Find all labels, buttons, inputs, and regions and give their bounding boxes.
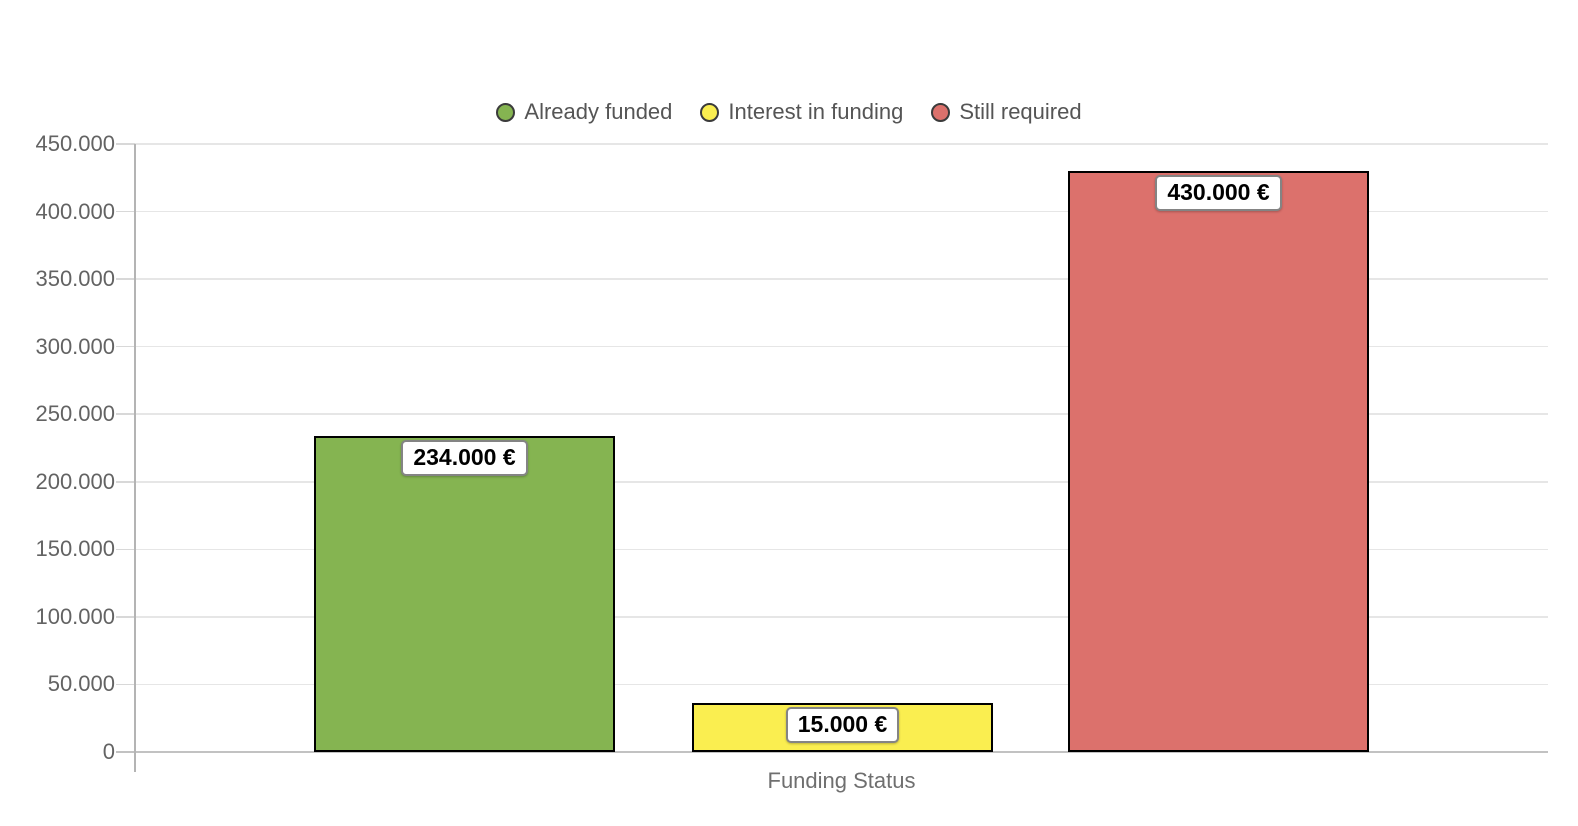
y-tick-label: 450.000 [35, 131, 115, 156]
y-tick-label: 50.000 [47, 671, 115, 697]
bar-still-required[interactable] [1068, 171, 1369, 752]
y-tick-label: 0 [102, 739, 115, 764]
gridline [135, 210, 1548, 213]
y-tick-mark [116, 143, 135, 145]
y-tick-label: 100.000 [35, 603, 115, 629]
legend-item-already-funded[interactable]: Already funded [496, 99, 672, 125]
y-tick-mark [116, 345, 135, 348]
y-axis-line [134, 144, 136, 772]
legend-item-label: Already funded [524, 99, 673, 124]
gridline [135, 683, 1548, 686]
gridline [135, 616, 1548, 618]
y-tick-mark [116, 413, 135, 415]
legend-marker-icon [931, 102, 951, 122]
y-tick-label: 300.000 [35, 333, 115, 359]
bar-interest-in-funding[interactable] [692, 703, 993, 752]
y-tick-label: 250.000 [35, 401, 115, 427]
y-tick-mark [116, 751, 135, 753]
y-tick-label: 400.000 [35, 198, 115, 224]
legend: Already funded Interest in funding Still r… [0, 99, 1578, 125]
y-tick-mark [116, 210, 135, 213]
gridline [135, 143, 1548, 145]
x-axis-title: Funding Status [767, 768, 916, 793]
y-tick-label: 350.000 [35, 266, 115, 292]
y-tick-mark [116, 616, 135, 618]
y-tick-mark [116, 683, 135, 686]
gridline [135, 278, 1548, 280]
x-baseline [135, 751, 1548, 753]
legend-item-still-required[interactable]: Still required [931, 99, 1082, 125]
y-tick-label: 200.000 [35, 468, 115, 494]
gridline [135, 548, 1548, 551]
legend-marker-icon [700, 102, 720, 122]
y-tick-mark [116, 278, 135, 280]
legend-marker-icon [496, 102, 516, 122]
y-tick-mark [116, 481, 135, 483]
y-tick-label: 150.000 [35, 536, 115, 562]
legend-item-label: Still required [959, 99, 1082, 124]
gridline [135, 413, 1548, 415]
legend-item-label: Interest in funding [728, 99, 904, 124]
gridline [135, 481, 1548, 483]
y-tick-mark [116, 548, 135, 551]
legend-item-interest-in-funding[interactable]: Interest in funding [700, 99, 903, 125]
bar-already-funded[interactable] [314, 436, 615, 752]
gridline [135, 345, 1548, 348]
